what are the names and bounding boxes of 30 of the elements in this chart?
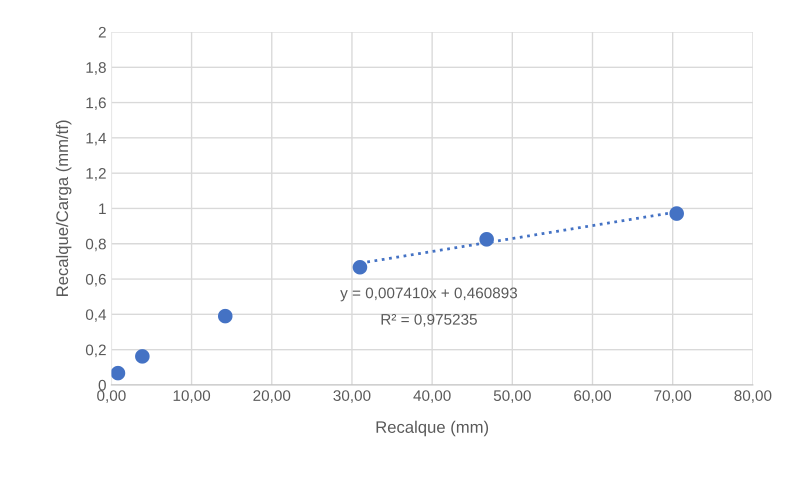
point [135, 349, 150, 364]
point [352, 260, 368, 275]
x-tick-label: 50,00 [494, 390, 531, 403]
y-tick-label: 0,4 [86, 309, 106, 322]
point [669, 206, 684, 221]
x-tick-label: 10,00 [174, 390, 210, 403]
point [218, 308, 233, 324]
x-tick-label: 70,00 [654, 390, 692, 403]
x-tick-label: 80,00 [734, 390, 772, 403]
y-tick-label: 0,2 [86, 344, 106, 358]
x-tick-label: 60,00 [574, 390, 612, 403]
x-axis-title: Recalque (mm) [376, 420, 488, 436]
x-tick-label: 0,00 [97, 390, 126, 403]
x-tick-label: 30,00 [333, 390, 370, 403]
y-tick-label: 0,6 [86, 274, 106, 287]
x-tick-label: 40,00 [413, 390, 451, 403]
point [479, 232, 494, 247]
y-axis-title: Recalque/Carga (mm/tf) [56, 120, 72, 296]
y-tick-label: 2 [98, 26, 106, 38]
y-tick-label: 0 [98, 380, 106, 391]
y-tick-label: 1 [99, 203, 106, 214]
y-tick-label: 1,8 [86, 62, 106, 75]
y-tick-label: 1,2 [86, 168, 106, 181]
annotation: y = 0,007410x + 0,460893 [340, 288, 518, 302]
y-tick-label: 1,6 [86, 97, 106, 110]
x-tick-label: 20,00 [253, 390, 290, 403]
y-tick-label: 0,8 [86, 238, 106, 252]
point [111, 366, 126, 380]
annotation: R² = 0,975235 [382, 314, 477, 327]
y-tick-label: 1,4 [86, 132, 106, 146]
